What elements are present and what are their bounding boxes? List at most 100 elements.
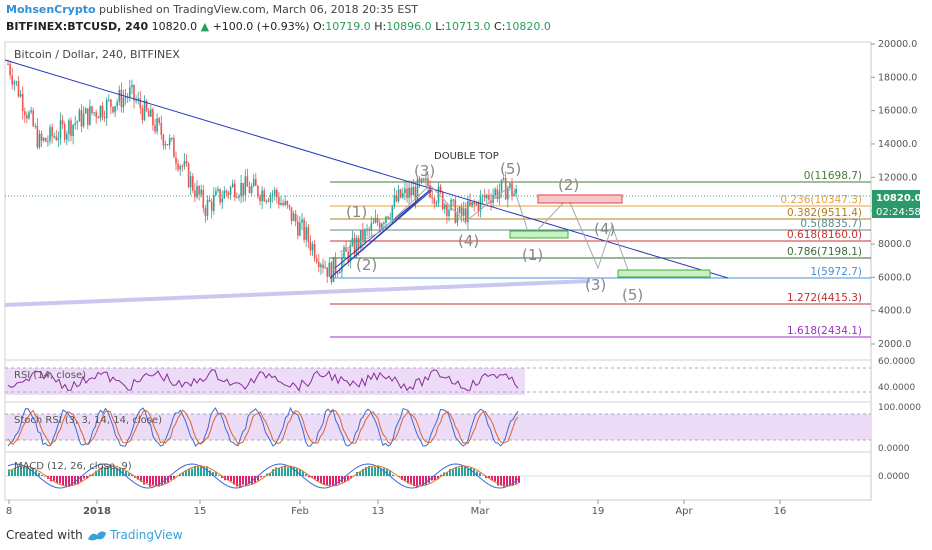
candle-body <box>315 258 318 262</box>
macd-hist-bar <box>188 469 190 476</box>
candle-body <box>290 207 293 222</box>
candle-body <box>63 124 66 140</box>
candle-body <box>351 238 354 246</box>
candle-body <box>76 121 79 124</box>
macd-hist-bar <box>320 476 322 484</box>
candle-body <box>328 262 331 277</box>
descending-trendline[interactable] <box>4 59 729 279</box>
macd-hist-bar <box>470 467 472 476</box>
candle-body <box>313 243 316 259</box>
candle-body <box>112 106 114 113</box>
candle-body <box>208 199 211 202</box>
macd-hist-bar <box>251 476 253 485</box>
symbol-label[interactable]: BITFINEX:BTCUSD, 240 <box>6 20 149 33</box>
macd-hist-bar <box>257 476 259 481</box>
macd-hist-bar <box>113 467 115 476</box>
candle-body <box>437 186 440 203</box>
macd-tick-0: 0.0000 <box>878 472 910 482</box>
current-price-tag <box>872 190 920 204</box>
candle-body <box>465 208 467 223</box>
candle-body <box>141 108 144 120</box>
fibonacci-retracement[interactable]: 0(11698.7) 0.236(10347.3)0.382(9511.4)0.5… <box>330 170 871 338</box>
candle-body <box>278 197 280 205</box>
candle-body <box>273 189 276 195</box>
candle-body <box>282 202 284 205</box>
resistance-zone[interactable] <box>537 194 623 204</box>
candlestick-series[interactable] <box>7 59 517 285</box>
author-link[interactable]: MohsenCrypto <box>6 3 96 16</box>
stoch-k-line <box>7 406 519 447</box>
candle-body <box>242 182 244 196</box>
candle-body <box>360 229 362 249</box>
macd-hist-bar <box>326 476 328 486</box>
candle-body <box>246 176 249 187</box>
macd-hist-bar <box>35 470 37 476</box>
macd-hist-bar <box>446 472 448 476</box>
candle-body <box>404 188 406 193</box>
candle-body <box>166 144 169 146</box>
macd-hist-bar <box>365 467 367 476</box>
candle-body <box>435 202 438 204</box>
candle-body <box>330 262 333 283</box>
candle-body <box>439 186 442 192</box>
wave-count-path[interactable] <box>339 184 511 253</box>
price-tick-label: 12000.0 <box>878 172 917 183</box>
candle-body <box>13 81 16 85</box>
support-zone-1[interactable] <box>509 230 569 239</box>
rising-trendline-upper[interactable] <box>329 189 433 279</box>
close-value: 10820.0 <box>505 20 551 33</box>
candle-body <box>162 135 165 146</box>
macd-hist-bar <box>8 469 10 476</box>
candle-body <box>187 163 190 188</box>
candle-body <box>406 188 408 198</box>
candle-body <box>231 183 234 188</box>
fib-level-label: 1.272(4415.3) <box>787 292 862 304</box>
macd-hist-bar <box>518 476 520 483</box>
candle-body <box>135 100 137 102</box>
macd-line <box>7 463 519 489</box>
candle-body <box>7 64 9 65</box>
wave-label: (4) <box>594 220 615 238</box>
candle-body <box>318 261 320 268</box>
candle-body <box>171 137 173 139</box>
wave-projection-path[interactable] <box>513 187 629 271</box>
candle-body <box>118 89 121 102</box>
chart-area[interactable]: Bitcoin / Dollar, 240, BITFINEX 20000.0 1… <box>0 39 932 522</box>
candle-body <box>452 199 454 201</box>
candle-body <box>24 111 26 115</box>
macd-hist-bar <box>59 476 61 484</box>
macd-hist-bar <box>350 476 352 479</box>
macd-hist-bar <box>185 470 187 476</box>
candle-body <box>82 113 85 127</box>
macd-hist-bar <box>233 476 235 485</box>
macd-hist-bar <box>494 476 496 482</box>
tradingview-brand-link[interactable]: TradingView <box>110 528 183 542</box>
candle-body <box>210 201 213 211</box>
candle-body <box>252 179 255 187</box>
candle-body <box>301 219 303 223</box>
macd-hist-bar <box>239 476 241 488</box>
candle-body <box>42 138 45 141</box>
macd-hist-bar <box>287 467 289 476</box>
support-trendline[interactable] <box>4 279 591 307</box>
candle-body <box>15 81 18 83</box>
candle-body <box>124 97 127 99</box>
macd-hist-bar <box>359 471 361 476</box>
candle-body <box>225 190 228 193</box>
macd-hist-bar <box>362 468 364 476</box>
tradingview-logo-icon[interactable] <box>86 527 108 546</box>
support-zone-2[interactable] <box>617 269 711 278</box>
macd-hist-bar <box>491 476 493 481</box>
candle-body <box>177 163 179 170</box>
macd-hist-bar <box>389 470 391 476</box>
time-axis[interactable]: 8 2018 15 Feb 13 Mar 19 Apr 16 <box>6 500 787 517</box>
candle-body <box>204 208 207 216</box>
chart-canvas[interactable]: Bitcoin / Dollar, 240, BITFINEX 20000.0 1… <box>0 39 932 522</box>
candle-body <box>305 227 307 240</box>
rsi-label: RSI (14, close) <box>14 370 86 381</box>
candle-body <box>28 112 30 119</box>
candle-body <box>271 194 274 196</box>
macd-hist-bar <box>272 469 274 476</box>
wave-label: (5) <box>622 286 643 304</box>
wave-label: (3) <box>414 162 435 180</box>
